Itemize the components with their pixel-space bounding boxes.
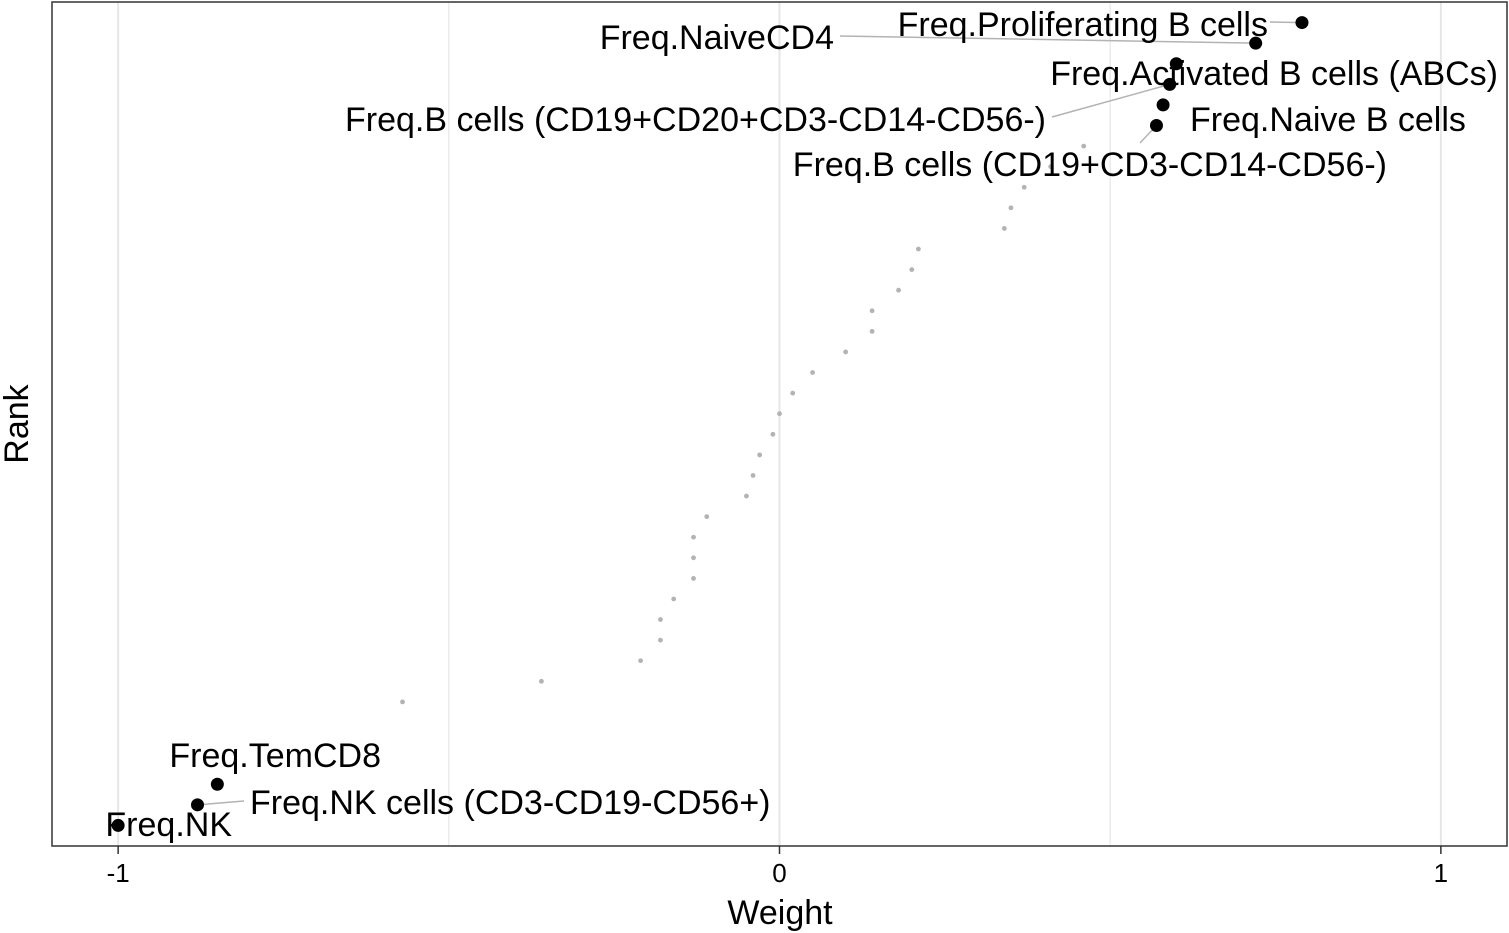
- other-point: [691, 534, 696, 540]
- highlighted-point: [1149, 119, 1163, 133]
- highlighted-point: [1156, 98, 1170, 112]
- point-label: Freq.NK: [105, 806, 232, 844]
- point-label: Freq.B cells (CD19+CD3-CD14-CD56-): [793, 146, 1387, 184]
- point-label: Freq.Proliferating B cells: [898, 6, 1268, 44]
- other-point: [843, 349, 849, 355]
- other-point: [869, 308, 875, 314]
- x-axis-title: Weight: [727, 894, 833, 932]
- other-point: [744, 493, 749, 499]
- leader-line: [1051, 83, 1170, 118]
- x-tick-label: 0: [772, 858, 786, 888]
- other-point: [757, 452, 763, 458]
- highlighted-point: [1249, 36, 1263, 50]
- x-tick-label: 1: [1434, 858, 1448, 888]
- point-labels: Freq.Proliferating B cells Freq.NaiveCD4 F…: [105, 6, 1498, 844]
- other-point: [909, 267, 915, 273]
- highlighted-point: [1295, 16, 1309, 30]
- highlighted-point: [191, 798, 204, 812]
- other-point: [1021, 184, 1027, 190]
- other-point: [691, 555, 696, 561]
- other-point: [400, 699, 405, 705]
- other-points: [400, 143, 1087, 705]
- other-point: [539, 678, 544, 684]
- highlighted-point: [1163, 77, 1177, 91]
- other-point: [1048, 164, 1054, 170]
- other-point: [896, 287, 901, 293]
- highlighted-points: [111, 16, 1309, 832]
- point-label: Freq.TemCD8: [169, 737, 381, 775]
- leader-line: [839, 35, 1256, 44]
- point-label: Freq.Naive B cells: [1190, 101, 1466, 139]
- y-axis-title: Rank: [0, 383, 36, 463]
- highlighted-point: [210, 777, 224, 791]
- other-point: [691, 575, 696, 581]
- other-point: [638, 658, 644, 664]
- other-point: [658, 637, 663, 643]
- other-point: [1081, 143, 1087, 149]
- other-point: [915, 246, 921, 252]
- other-point: [704, 514, 710, 520]
- highlighted-point: [1169, 57, 1183, 71]
- other-point: [1008, 205, 1014, 211]
- other-point: [658, 617, 663, 622]
- x-axis-ticks: -1 0 1: [107, 846, 1448, 888]
- other-point: [770, 431, 776, 437]
- other-point: [777, 411, 782, 417]
- other-point: [750, 473, 756, 478]
- point-label: Freq.NK cells (CD3-CD19-CD56+): [250, 784, 771, 822]
- leader-line: [197, 800, 245, 806]
- other-point: [810, 370, 815, 375]
- other-point: [790, 390, 796, 396]
- other-point: [671, 596, 677, 602]
- other-point: [1001, 226, 1007, 231]
- other-point: [869, 328, 875, 334]
- point-label: Freq.B cells (CD19+CD20+CD3-CD14-CD56-): [345, 101, 1046, 139]
- highlighted-point: [111, 818, 125, 832]
- point-label: Freq.Activated B cells (ABCs): [1050, 55, 1498, 93]
- x-tick-label: -1: [107, 858, 130, 888]
- point-label: Freq.NaiveCD4: [600, 19, 834, 57]
- gridlines: [117, 2, 1442, 846]
